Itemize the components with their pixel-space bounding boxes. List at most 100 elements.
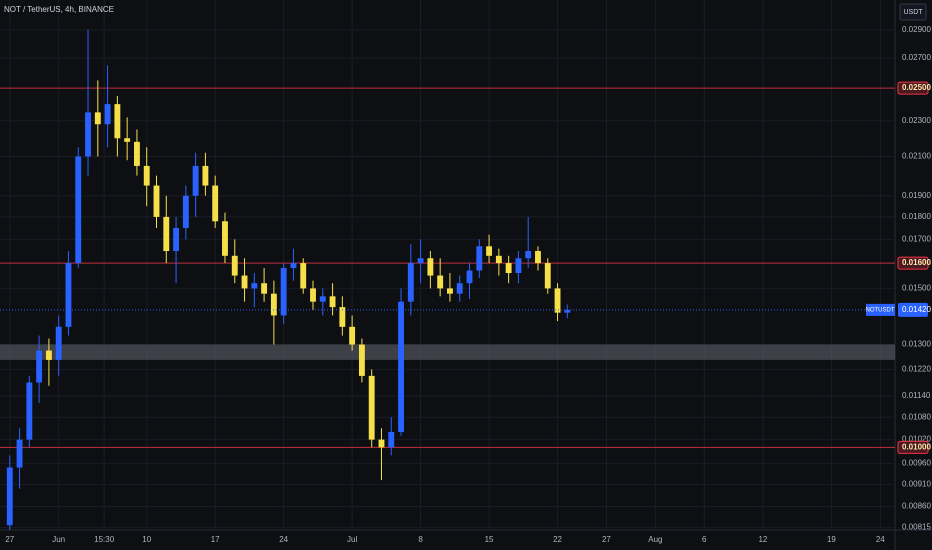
candle-body bbox=[261, 283, 268, 294]
y-tick-label: 0.01020 bbox=[902, 435, 931, 444]
x-tick-label: 27 bbox=[602, 535, 611, 544]
candle-body bbox=[192, 165, 199, 196]
candle-body bbox=[388, 432, 395, 448]
candle-body bbox=[554, 288, 561, 313]
candle-body bbox=[202, 165, 209, 186]
x-tick-label: 12 bbox=[758, 535, 767, 544]
candle-body bbox=[310, 288, 316, 302]
candle-body bbox=[447, 288, 453, 294]
candle-body bbox=[407, 263, 414, 302]
support-zone bbox=[0, 344, 895, 360]
x-tick-label: Jun bbox=[52, 535, 65, 544]
x-tick-label: 22 bbox=[553, 535, 562, 544]
candle-body bbox=[358, 344, 365, 376]
candle-body bbox=[339, 307, 346, 327]
candle-body bbox=[368, 375, 375, 440]
y-tick-label: 0.00960 bbox=[902, 458, 931, 467]
candle-body bbox=[124, 138, 131, 142]
candle-body bbox=[417, 258, 424, 264]
level-label: 0.01000 bbox=[902, 442, 931, 451]
x-tick-label: 24 bbox=[876, 535, 885, 544]
plot bbox=[0, 29, 895, 530]
candle-body bbox=[104, 104, 111, 125]
candle-body bbox=[398, 301, 404, 433]
candle-body bbox=[466, 270, 473, 284]
y-tick-label: 0.01300 bbox=[902, 340, 931, 349]
x-tick-label: 27 bbox=[5, 535, 14, 544]
candle-body bbox=[114, 104, 121, 139]
y-tick-label: 0.00815 bbox=[902, 523, 931, 532]
candle-body bbox=[476, 246, 483, 271]
candle-body bbox=[55, 326, 62, 360]
candle-body bbox=[319, 296, 326, 302]
axes: 0.02900 0.02700 0.02300 0.02100 0.01900 0.018… bbox=[5, 25, 931, 544]
x-tick-label: 8 bbox=[418, 535, 423, 544]
candle-body bbox=[85, 112, 91, 157]
candle-body bbox=[94, 112, 101, 125]
candle-body bbox=[280, 268, 287, 316]
candle-body bbox=[525, 251, 532, 259]
y-tick-label: 0.01220 bbox=[902, 365, 931, 374]
currency-button[interactable] bbox=[899, 3, 927, 21]
x-tick-label: 17 bbox=[211, 535, 220, 544]
y-tick-label: 0.01500 bbox=[902, 284, 931, 293]
candle-body bbox=[182, 195, 189, 228]
candle-body bbox=[36, 350, 43, 383]
symbol-tag bbox=[866, 303, 895, 316]
y-tick-label: 0.00910 bbox=[902, 479, 931, 488]
y-tick-label: 0.02100 bbox=[902, 152, 931, 161]
y-tick-label: 0.01700 bbox=[902, 234, 931, 243]
candle-body bbox=[143, 165, 150, 186]
candle-body bbox=[437, 275, 444, 289]
candle-body bbox=[26, 382, 33, 440]
x-tick-label: Aug bbox=[648, 535, 662, 544]
symbol-label: NOTUSDT bbox=[866, 307, 895, 313]
candle-body bbox=[300, 263, 307, 289]
y-tick-label: 0.02900 bbox=[902, 25, 931, 34]
candle-body bbox=[45, 350, 52, 360]
candle-body bbox=[16, 439, 23, 468]
last-price-tag bbox=[898, 302, 928, 317]
x-tick-label: 6 bbox=[702, 535, 707, 544]
candle-body bbox=[349, 326, 356, 345]
y-tick-label: 0.00860 bbox=[902, 502, 931, 511]
currency-label[interactable]: USDT bbox=[903, 9, 923, 16]
level-tag bbox=[897, 256, 929, 270]
candle-body bbox=[515, 258, 522, 274]
candle-body bbox=[212, 185, 219, 222]
x-tick-label: 15:30 bbox=[94, 535, 115, 544]
x-tick-label: 10 bbox=[142, 535, 151, 544]
x-tick-label: 15 bbox=[485, 535, 494, 544]
x-tick-label: 24 bbox=[279, 535, 288, 544]
level-tag bbox=[897, 81, 929, 95]
candle-body bbox=[241, 275, 248, 289]
y-tick-label: 0.01800 bbox=[902, 212, 931, 221]
last-price-label: 0.01420 bbox=[902, 305, 931, 314]
candle-body bbox=[544, 263, 551, 289]
y-tick-label: 0.01900 bbox=[902, 191, 931, 200]
candle-body bbox=[456, 283, 463, 294]
x-tick-label: Jul bbox=[347, 535, 357, 544]
candle-body bbox=[163, 216, 170, 252]
level-label: 0.02500 bbox=[902, 83, 931, 92]
candle-body bbox=[329, 296, 336, 308]
candle-body bbox=[290, 263, 297, 269]
candle-body bbox=[65, 263, 72, 327]
candle-body bbox=[173, 227, 179, 252]
y-tick-label: 0.01140 bbox=[902, 391, 931, 400]
candle-body bbox=[222, 221, 228, 256]
candle-body bbox=[270, 293, 277, 316]
candle-body bbox=[378, 439, 385, 448]
level-tag bbox=[897, 440, 929, 454]
candle-body bbox=[6, 467, 13, 526]
y-tick-label: 0.02300 bbox=[902, 116, 931, 125]
candle-body bbox=[75, 156, 82, 264]
candle-body bbox=[495, 255, 502, 264]
candle-body bbox=[564, 309, 571, 313]
candle-body bbox=[251, 283, 258, 289]
y-tick-label: 0.01080 bbox=[902, 412, 931, 421]
candle-body bbox=[427, 258, 434, 276]
candle-body bbox=[231, 255, 238, 276]
